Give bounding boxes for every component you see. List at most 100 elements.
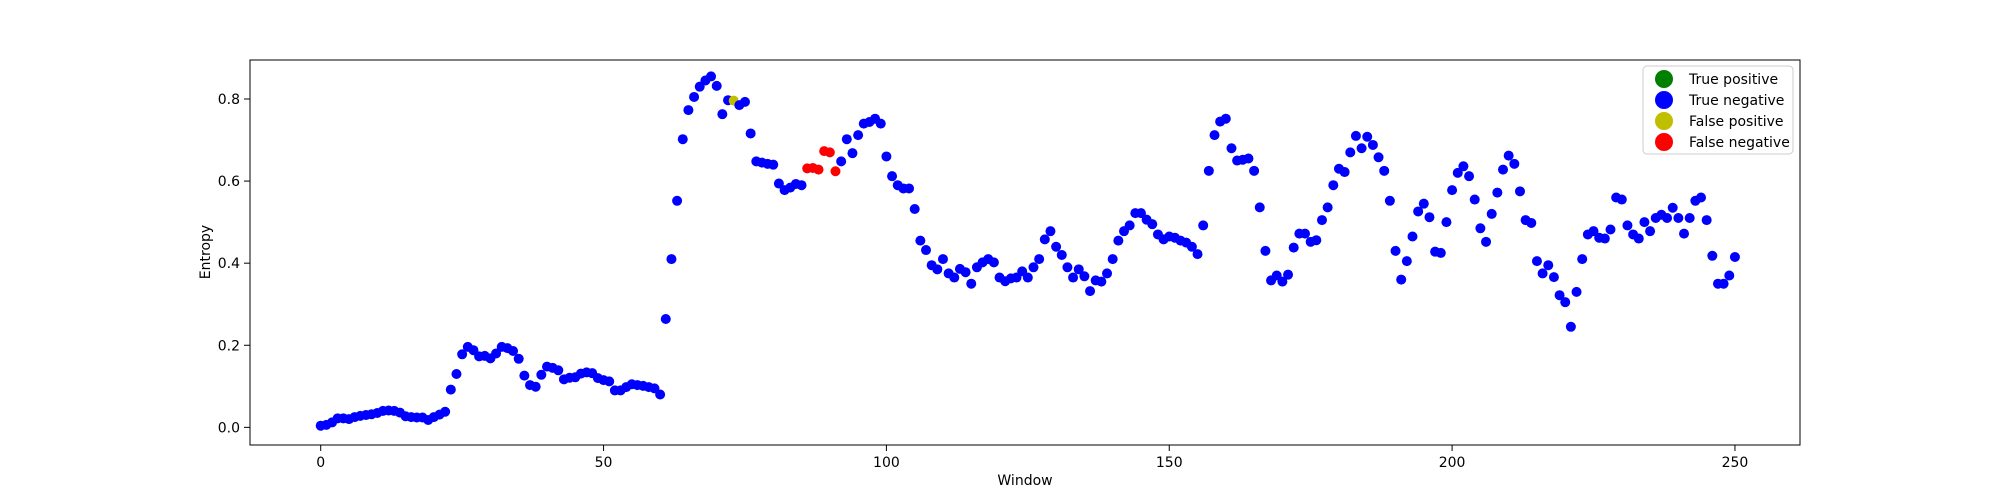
data-point — [1198, 220, 1209, 231]
data-point — [1577, 254, 1588, 265]
y-tick-label: 0.0 — [218, 420, 240, 436]
data-point — [1458, 161, 1469, 172]
data-point — [1718, 278, 1729, 289]
data-point — [513, 353, 524, 364]
data-point — [491, 348, 502, 359]
data-point — [1509, 158, 1520, 169]
data-point — [1277, 276, 1288, 287]
data-point — [1079, 271, 1090, 282]
data-point — [881, 151, 892, 162]
data-point — [1441, 217, 1452, 228]
data-point — [1645, 226, 1656, 237]
data-point — [451, 368, 462, 379]
data-point — [1543, 260, 1554, 271]
data-point — [1464, 171, 1475, 182]
data-point — [909, 203, 920, 214]
data-point — [1492, 187, 1503, 198]
data-point — [1571, 286, 1582, 297]
data-point — [1481, 236, 1492, 247]
data-point — [1288, 242, 1299, 253]
data-point — [1316, 215, 1327, 226]
data-points — [315, 71, 1740, 431]
data-point — [717, 109, 728, 120]
data-point — [508, 346, 519, 357]
data-point — [1384, 195, 1395, 206]
data-point — [689, 91, 700, 102]
data-point — [921, 245, 931, 256]
data-point — [1452, 167, 1463, 178]
data-point — [1724, 270, 1735, 281]
data-point — [706, 71, 717, 82]
data-point — [1560, 297, 1571, 308]
data-point — [1407, 231, 1418, 242]
data-point — [1339, 167, 1350, 178]
data-point — [1254, 202, 1265, 213]
plot-frame — [249, 59, 1801, 446]
data-point — [1418, 198, 1429, 209]
data-point — [711, 80, 722, 91]
data-point — [1475, 223, 1486, 234]
data-point — [1367, 139, 1378, 150]
legend-marker-false-negative — [1655, 133, 1673, 151]
data-point — [1379, 165, 1390, 176]
x-tick-label: 250 — [1722, 455, 1749, 471]
data-point — [519, 370, 530, 381]
data-point — [887, 171, 898, 182]
x-tick-label: 50 — [595, 455, 613, 471]
data-point — [1531, 256, 1542, 267]
data-point — [836, 156, 847, 167]
data-point — [904, 183, 915, 194]
data-point — [1249, 165, 1260, 176]
data-point — [677, 134, 688, 145]
data-point — [530, 381, 541, 392]
data-point — [445, 384, 456, 395]
data-point — [1085, 286, 1096, 297]
data-point — [1283, 269, 1294, 280]
data-point — [1102, 268, 1113, 279]
data-point — [937, 254, 948, 265]
data-point — [1186, 241, 1197, 252]
data-point — [932, 264, 943, 275]
data-point — [1673, 213, 1684, 224]
data-point — [1039, 234, 1050, 245]
data-point — [1051, 241, 1062, 252]
legend-marker-true-negative — [1655, 91, 1673, 109]
data-point — [1554, 290, 1565, 301]
data-point — [457, 349, 468, 360]
data-point — [1045, 226, 1056, 237]
x-tick-label: 200 — [1439, 455, 1466, 471]
x-tick-label: 0 — [316, 455, 325, 471]
data-point — [1356, 143, 1367, 154]
data-point — [1107, 254, 1118, 265]
data-point — [1599, 233, 1610, 244]
data-point — [1362, 131, 1373, 142]
data-point — [1068, 272, 1079, 283]
y-tick-label: 0.2 — [218, 338, 240, 354]
data-point — [1073, 264, 1084, 275]
data-point — [1667, 202, 1678, 213]
data-point — [1390, 245, 1401, 256]
legend: True positive True negative False positi… — [1642, 65, 1794, 155]
legend-box — [1642, 65, 1794, 155]
data-point — [915, 235, 926, 246]
data-point — [1311, 235, 1322, 246]
data-point — [1062, 262, 1073, 273]
data-point — [1435, 247, 1446, 258]
data-point — [1605, 224, 1616, 235]
data-point — [1537, 268, 1548, 279]
data-point — [660, 313, 671, 324]
data-point — [1350, 130, 1361, 141]
data-point — [666, 254, 677, 265]
data-point — [966, 278, 977, 289]
data-point — [830, 166, 841, 177]
legend-label-false-positive: False positive — [1689, 114, 1784, 130]
data-point — [1486, 208, 1497, 219]
data-point — [1203, 165, 1214, 176]
data-point — [1684, 213, 1695, 224]
y-tick-label: 0.8 — [218, 92, 240, 108]
data-point — [1701, 215, 1712, 226]
data-point — [1373, 152, 1384, 163]
data-point — [1469, 194, 1480, 205]
data-point — [739, 96, 750, 107]
